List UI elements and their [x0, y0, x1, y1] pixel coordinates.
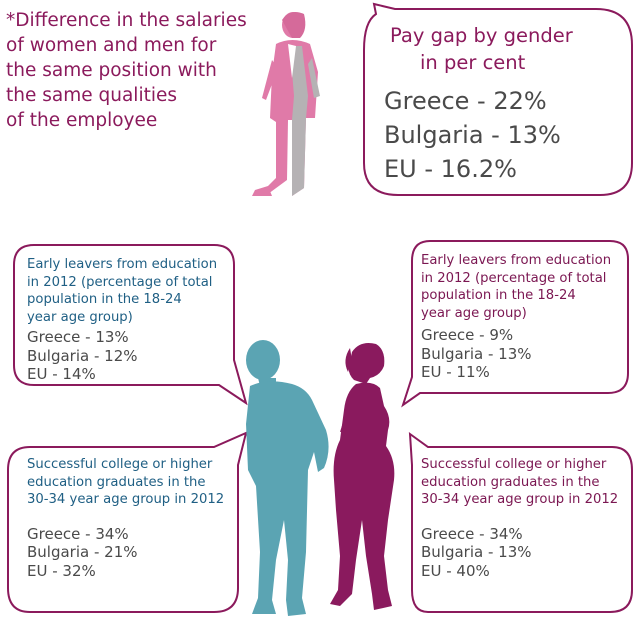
pay-gap-row-bulgaria: Bulgaria - 13% — [384, 121, 561, 149]
value-row: Greece - 34% — [421, 524, 523, 543]
heading-line: population in the 18-24 — [421, 288, 576, 303]
heading-line: Successful college or higher — [27, 457, 213, 472]
pay-gap-panel: Pay gap by gender in per cent Greece - 2… — [368, 22, 628, 186]
women-early-values: Greece - 9% Bulgaria - 13% EU - 11% — [421, 326, 611, 382]
salary-note: *Difference in the salaries of women and… — [6, 8, 256, 133]
women-grad-values: Greece - 34% Bulgaria - 13% EU - 40% — [421, 525, 618, 581]
heading-line: in 2012 (percentage of total — [421, 270, 607, 286]
men-early-heading: Early leavers from education in 2012 (pe… — [27, 256, 217, 326]
heading-line: Early leavers from education — [421, 253, 612, 268]
value-row: Greece - 13% — [27, 328, 129, 346]
pay-gap-row-greece: Greece - 22% — [384, 87, 547, 115]
women-graduates-panel: Successful college or higher education g… — [421, 456, 618, 580]
men-grad-bubble — [7, 431, 248, 613]
heading-line: 30-34 year age group in 2012 — [421, 492, 619, 507]
men-early-leavers-panel: Early leavers from education in 2012 (pe… — [27, 256, 217, 384]
pay-gap-title-line: in per cent — [420, 51, 526, 74]
note-line: the same position with — [6, 60, 217, 81]
women-grad-bubble — [408, 431, 633, 613]
heading-line: Successful college or higher — [421, 457, 607, 472]
heading-line: year age group) — [421, 305, 527, 321]
value-row: EU - 32% — [27, 561, 96, 580]
heading-line: in 2012 (percentage of total — [27, 274, 213, 290]
value-row: Bulgaria - 13% — [421, 344, 532, 363]
pay-gap-title: Pay gap by gender in per cent — [390, 22, 628, 76]
value-row: Bulgaria - 13% — [421, 543, 532, 561]
value-row: Greece - 34% — [27, 524, 129, 543]
pay-gap-rows: Greece - 22% Bulgaria - 13% EU - 16.2% — [368, 84, 628, 186]
note-line: the same qualities — [6, 85, 177, 106]
heading-line: education graduates in the — [421, 474, 600, 490]
heading-line: Early leavers from education — [27, 257, 218, 272]
value-row: Bulgaria - 21% — [27, 543, 138, 561]
value-row: Greece - 9% — [421, 326, 514, 344]
value-row: EU - 11% — [421, 363, 490, 381]
pay-gap-row-eu: EU - 16.2% — [384, 155, 517, 183]
heading-line: education graduates in the — [27, 474, 206, 490]
heading-line: 30-34 year age group in 2012 — [27, 492, 225, 507]
note-line: *Difference in the salaries — [6, 10, 247, 31]
heading-line: population in the 18-24 — [27, 292, 182, 307]
man-silhouette — [246, 340, 329, 616]
pay-gap-bubble — [363, 2, 633, 196]
woman-silhouette-top — [252, 12, 320, 196]
women-early-heading: Early leavers from education in 2012 (pe… — [421, 252, 611, 322]
note-line: of the employee — [6, 110, 158, 131]
value-row: EU - 40% — [421, 561, 490, 580]
men-grad-heading: Successful college or higher education g… — [27, 456, 224, 509]
note-line: of women and men for — [6, 35, 217, 56]
woman-silhouette — [330, 343, 395, 610]
men-early-values: Greece - 13% Bulgaria - 12% EU - 14% — [27, 328, 217, 384]
heading-line: year age group) — [27, 309, 133, 325]
pay-gap-title-line: Pay gap by gender — [390, 24, 573, 47]
women-early-bubble — [401, 240, 629, 408]
value-row: EU - 14% — [27, 365, 96, 383]
men-graduates-panel: Successful college or higher education g… — [27, 456, 224, 580]
men-early-bubble — [13, 244, 248, 406]
women-early-leavers-panel: Early leavers from education in 2012 (pe… — [421, 252, 611, 382]
men-grad-values: Greece - 34% Bulgaria - 21% EU - 32% — [27, 525, 224, 581]
value-row: Bulgaria - 12% — [27, 346, 138, 365]
women-grad-heading: Successful college or higher education g… — [421, 456, 618, 509]
